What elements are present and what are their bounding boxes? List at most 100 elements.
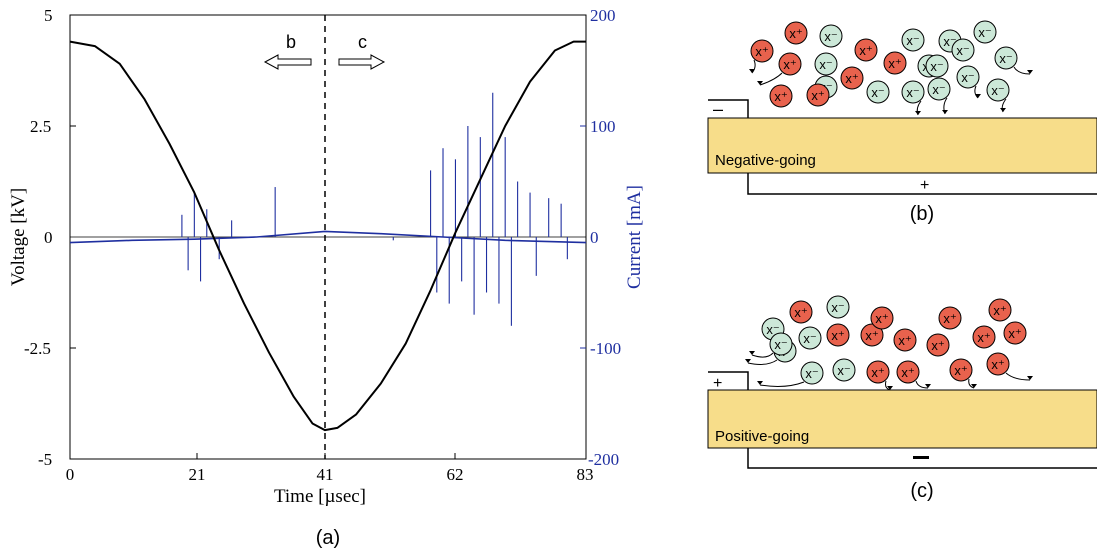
dielectric-b	[707, 117, 1097, 174]
y-right-tick-label: 200	[590, 6, 616, 25]
svg-text:x⁺: x⁺	[943, 311, 956, 326]
dielectric-c	[707, 389, 1097, 449]
negative-ion-icon: x⁻	[814, 52, 838, 76]
negative-ion-icon: x⁻	[749, 332, 793, 358]
positive-ion-icon: x⁺	[986, 352, 1033, 381]
positive-ion-icon: x⁺	[988, 298, 1012, 322]
negative-ion-icon: x⁻	[925, 54, 949, 78]
svg-text:x⁻: x⁻	[978, 25, 991, 40]
negative-ion-icon: x⁻	[819, 24, 843, 48]
plot-a: 5 2.5 0 -2.5 -5 200 100 0 -100 -200 0 21…	[8, 6, 645, 549]
electrode-top-b	[708, 99, 749, 118]
positive-ion-icon: x⁺	[789, 300, 813, 324]
positive-ion-icon: x⁺	[769, 84, 793, 108]
positive-ion-icon: x⁺	[840, 66, 864, 90]
svg-text:x⁺: x⁺	[954, 363, 967, 378]
y-right-ticks: 200 100 0 -100 -200	[588, 6, 621, 469]
svg-text:x⁻: x⁻	[961, 70, 974, 85]
region-label-c: Positive-going	[715, 428, 809, 445]
electrode-sign-b-top: –	[713, 99, 723, 119]
svg-text:x⁺: x⁺	[977, 330, 990, 345]
x-tick-label: 62	[447, 465, 464, 484]
electrode-sign-c-top: +	[713, 375, 722, 392]
positive-ion-icon: x⁺	[883, 51, 907, 75]
svg-text:x⁺: x⁺	[993, 303, 1006, 318]
positive-ion-icon: x⁺	[893, 328, 917, 352]
svg-text:x⁺: x⁺	[871, 365, 884, 380]
arrow-left-icon	[263, 54, 312, 70]
svg-text:x⁺: x⁺	[794, 305, 807, 320]
marker-label-b: b	[286, 32, 296, 52]
x-tick-label: 0	[66, 465, 75, 484]
y-right-tick-label: 100	[590, 117, 616, 136]
svg-text:x⁻: x⁻	[805, 366, 818, 381]
negative-ion-icon: x⁻	[798, 326, 822, 350]
positive-ion-icon: x⁺	[854, 38, 878, 62]
positive-ion-icon: x⁺	[972, 325, 996, 349]
svg-text:x⁻: x⁻	[803, 331, 816, 346]
y-right-tick-label: -100	[590, 339, 621, 358]
negative-ion-icon: x⁻	[901, 28, 925, 52]
y-left-tick-label: 5	[44, 6, 53, 25]
negative-ion-icon: x⁻	[994, 46, 1033, 75]
svg-text:x⁻: x⁻	[906, 85, 919, 100]
svg-text:x⁻: x⁻	[766, 322, 779, 337]
svg-text:x⁺: x⁺	[931, 338, 944, 353]
svg-text:x⁺: x⁺	[1008, 326, 1021, 341]
negative-ion-icon: x⁻	[956, 65, 981, 99]
y-right-axis-label: Current [mA]	[624, 185, 645, 289]
positive-ion-icon: x⁺	[757, 52, 802, 86]
svg-text:x⁺: x⁺	[774, 89, 787, 104]
svg-text:x⁺: x⁺	[898, 333, 911, 348]
y-left-axis-label: Voltage [kV]	[8, 188, 29, 286]
negative-ion-icon: x⁻	[901, 80, 925, 116]
svg-text:x⁺: x⁺	[991, 357, 1004, 372]
svg-text:x⁺: x⁺	[811, 88, 824, 103]
positive-ion-icon: x⁺	[826, 323, 850, 347]
ion-layer-c: x⁺x⁻x⁻x⁻x⁺x⁺x⁺x⁺x⁺x⁺x⁺x⁺x⁺x⁻x⁻x⁻x⁺x⁺x⁺x⁺…	[745, 295, 1033, 391]
current-baseline	[69, 230, 587, 244]
voltage-line	[69, 40, 586, 432]
marker-label-c: c	[358, 32, 367, 52]
negative-ion-icon: x⁻	[973, 20, 997, 44]
caption-b: (b)	[910, 203, 934, 225]
svg-text:x⁻: x⁻	[930, 59, 943, 74]
positive-ion-icon: x⁺	[870, 306, 894, 330]
negative-ion-icon: x⁻	[986, 78, 1010, 113]
svg-text:x⁺: x⁺	[888, 56, 901, 71]
svg-text:x⁺: x⁺	[789, 26, 802, 41]
negative-ion-icon: x⁻	[927, 77, 951, 115]
positive-ion-icon: x⁺	[896, 360, 931, 389]
diagram-b: – Negative-going + (b) x⁺x⁻x⁺x⁺x⁻x⁺x⁻x⁺x…	[707, 20, 1097, 225]
svg-text:x⁺: x⁺	[901, 365, 914, 380]
positive-ion-icon: x⁺	[866, 360, 893, 391]
positive-ion-icon: x⁺	[926, 333, 950, 357]
electrode-top-c	[708, 371, 749, 390]
svg-text:x⁺: x⁺	[875, 311, 888, 326]
y-left-ticks: 5 2.5 0 -2.5 -5	[24, 6, 53, 469]
positive-ion-icon: x⁺	[949, 358, 977, 389]
ion-layer-b: x⁺x⁻x⁺x⁺x⁻x⁺x⁻x⁺x⁺x⁺x⁻x⁻x⁻x⁻x⁺x⁻x⁻x⁻x⁻x⁻…	[749, 20, 1033, 116]
positive-ion-icon: x⁺	[784, 21, 808, 45]
svg-text:x⁺: x⁺	[755, 44, 768, 59]
positive-ion-icon: x⁺	[860, 323, 884, 347]
y-right-tick-label: -200	[588, 450, 619, 469]
svg-text:x⁻: x⁻	[991, 83, 1004, 98]
y-left-tick-label: -5	[38, 450, 52, 469]
svg-text:x⁺: x⁺	[783, 57, 796, 72]
positive-ion-icon: x⁺	[749, 39, 774, 74]
x-tick-label: 41	[317, 465, 334, 484]
svg-text:x⁻: x⁻	[824, 29, 837, 44]
svg-text:x⁻: x⁻	[956, 43, 969, 58]
svg-text:x⁻: x⁻	[871, 85, 884, 100]
negative-ion-icon: x⁻	[951, 38, 975, 62]
positive-ion-icon: x⁺	[806, 83, 830, 107]
arrow-right-icon	[338, 54, 386, 70]
svg-text:x⁻: x⁻	[906, 33, 919, 48]
electrode-sign-c-bottom	[913, 456, 929, 459]
region-label-b: Negative-going	[715, 152, 816, 169]
diagram-c: + Positive-going (c) x⁺ x⁻x⁻x⁻ x⁺ x⁺x⁺ x⁺x⁺x…	[707, 295, 1097, 502]
svg-text:x⁺: x⁺	[859, 43, 872, 58]
svg-text:x⁻: x⁻	[819, 57, 832, 72]
